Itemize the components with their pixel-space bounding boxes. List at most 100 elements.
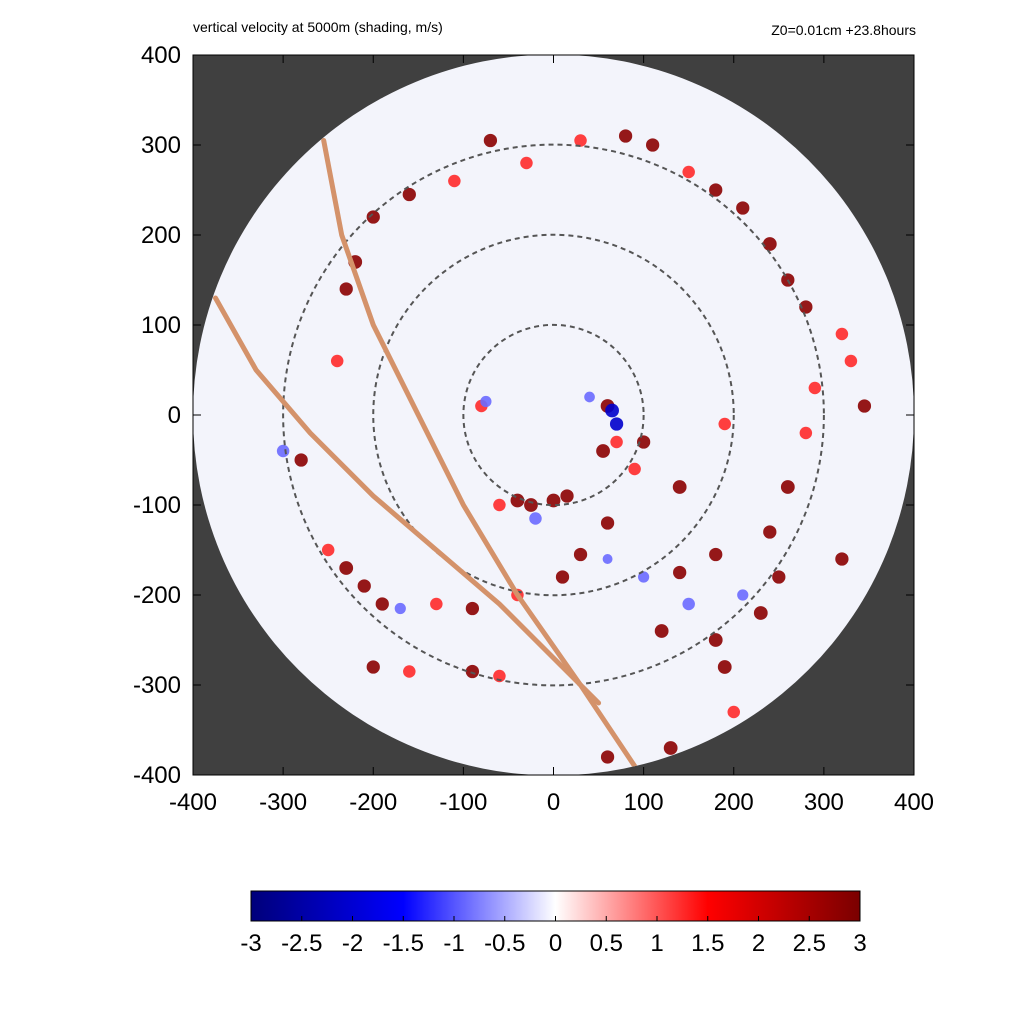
updraft-cell-42	[682, 165, 695, 179]
updraft-cell-33	[808, 381, 822, 395]
run-info: Z0=0.01cm +23.8hours	[771, 22, 916, 38]
colorbar-tick-label: -1	[443, 930, 464, 957]
range-rings	[282, 143, 825, 687]
updraft-cell-65	[403, 665, 416, 678]
updraft-cell-50	[366, 210, 380, 224]
y-tick-label: -400	[133, 762, 181, 789]
range-ring-200	[372, 233, 735, 597]
updraft-cell-62	[465, 601, 480, 616]
colorbar-tick-label: -2	[342, 930, 363, 957]
updraft-cell-40	[736, 201, 750, 215]
storm-track-1	[321, 138, 638, 769]
updraft-cell-24	[717, 660, 732, 674]
colorbar-tick-label: 2.5	[793, 930, 826, 957]
x-tick-label: 200	[714, 789, 754, 816]
y-tick-label: 100	[141, 312, 181, 339]
updraft-cell-3	[596, 444, 610, 458]
updraft-cell-46	[520, 156, 533, 170]
downdraft-cell-71	[638, 571, 650, 583]
downdraft-cell-7	[480, 395, 492, 408]
updraft-cell-20	[718, 417, 731, 431]
updraft-cell-4	[610, 435, 623, 449]
colorbar-tick-label: -0.5	[484, 930, 525, 957]
downdraft-cell-1	[605, 403, 619, 418]
updraft-cell-53	[330, 354, 344, 368]
updraft-cell-29	[763, 525, 777, 539]
updraft-cell-56	[321, 543, 335, 557]
updraft-cell-64	[366, 660, 380, 674]
updraft-cell-31	[799, 426, 813, 440]
updraft-cell-37	[799, 300, 813, 314]
updraft-cell-12	[493, 498, 506, 512]
colorbar-tick-label: 1.5	[691, 930, 724, 957]
updraft-cell-47	[483, 133, 498, 148]
model-domain	[193, 54, 914, 776]
colorbar-tick-label: -3	[240, 930, 261, 957]
updraft-cell-58	[357, 579, 371, 593]
colorbar-tick-label: -2.5	[281, 930, 322, 957]
y-tick-label: 400	[141, 42, 181, 69]
updraft-cell-36	[835, 327, 849, 341]
x-tick-label: 0	[547, 789, 560, 816]
updraft-cell-34	[844, 354, 858, 368]
downdraft-cell-60	[394, 602, 406, 615]
y-axis: -400 -300 -200 -100 0 100 200 300 400	[133, 42, 914, 789]
updraft-cell-55	[294, 453, 308, 467]
updraft-cell-11	[560, 489, 574, 503]
x-tick-label: -100	[439, 789, 487, 816]
updraft-cell-30	[780, 480, 795, 494]
updraft-cell-43	[645, 138, 660, 152]
y-tick-label: 0	[168, 402, 181, 429]
updraft-cell-49	[402, 187, 416, 202]
downdraft-cell-54	[276, 444, 290, 458]
colorbar-tick-label: 0.5	[590, 930, 623, 957]
updraft-cell-45	[574, 134, 587, 147]
colorbar-ticks: -3 -2.5 -2 -1.5 -1 -0.5 0 0.5 1 1.5 2 2.5 3	[240, 916, 867, 957]
updraft-cell-25	[753, 606, 768, 620]
colorbar: -3 -2.5 -2 -1.5 -1 -0.5 0 0.5 1 1.5 2 2.5 3	[240, 890, 867, 957]
downdraft-cell-21	[682, 597, 695, 611]
range-ring-100	[462, 323, 645, 507]
updraft-cell-59	[375, 597, 389, 611]
updraft-cell-39	[762, 237, 777, 251]
updraft-cell-23	[708, 633, 723, 647]
updraft-cell-10	[546, 493, 561, 508]
updraft-cell-57	[339, 561, 354, 575]
updraft-cell-69	[663, 741, 678, 755]
storm-track-2	[213, 295, 602, 706]
updraft-cell-22	[654, 624, 669, 638]
downdraft-cell-13	[529, 512, 542, 525]
y-tick-label: -200	[133, 582, 181, 609]
updraft-cell-16	[555, 570, 570, 584]
downdraft-cell-72	[602, 554, 613, 564]
y-tick-label: -100	[133, 492, 181, 519]
updraft-cell-41	[709, 183, 723, 197]
colorbar-tick-label: 2	[752, 930, 765, 957]
y-tick-label: -300	[133, 672, 181, 699]
updraft-cell-15	[573, 547, 588, 562]
updraft-cell-32	[835, 552, 849, 566]
x-tick-label: -200	[349, 789, 397, 816]
colorbar-tick-label: 3	[853, 930, 866, 957]
colorbar-tick-label: -1.5	[383, 930, 424, 957]
downdraft-cell-2	[609, 417, 624, 431]
updraft-cell-14	[600, 516, 615, 530]
updraft-cell-48	[448, 174, 461, 188]
updraft-cell-17	[628, 462, 641, 476]
updraft-cell-27	[673, 565, 687, 580]
updraft-cell-68	[600, 750, 615, 764]
updraft-cell-70	[727, 705, 740, 719]
updraft-cell-9	[524, 498, 538, 512]
storm-tracks	[213, 138, 638, 769]
colorbar-tick-label: 0	[549, 930, 562, 957]
updraft-cell-28	[709, 547, 723, 562]
x-tick-label: -300	[259, 789, 307, 816]
x-tick-label: 100	[624, 789, 664, 816]
x-tick-label: -400	[169, 789, 217, 816]
updraft-cell-61	[430, 597, 443, 611]
domain-group	[193, 54, 914, 776]
range-ring-300	[282, 143, 825, 687]
downdraft-cell-5	[584, 391, 595, 403]
x-tick-label: 300	[804, 789, 844, 816]
